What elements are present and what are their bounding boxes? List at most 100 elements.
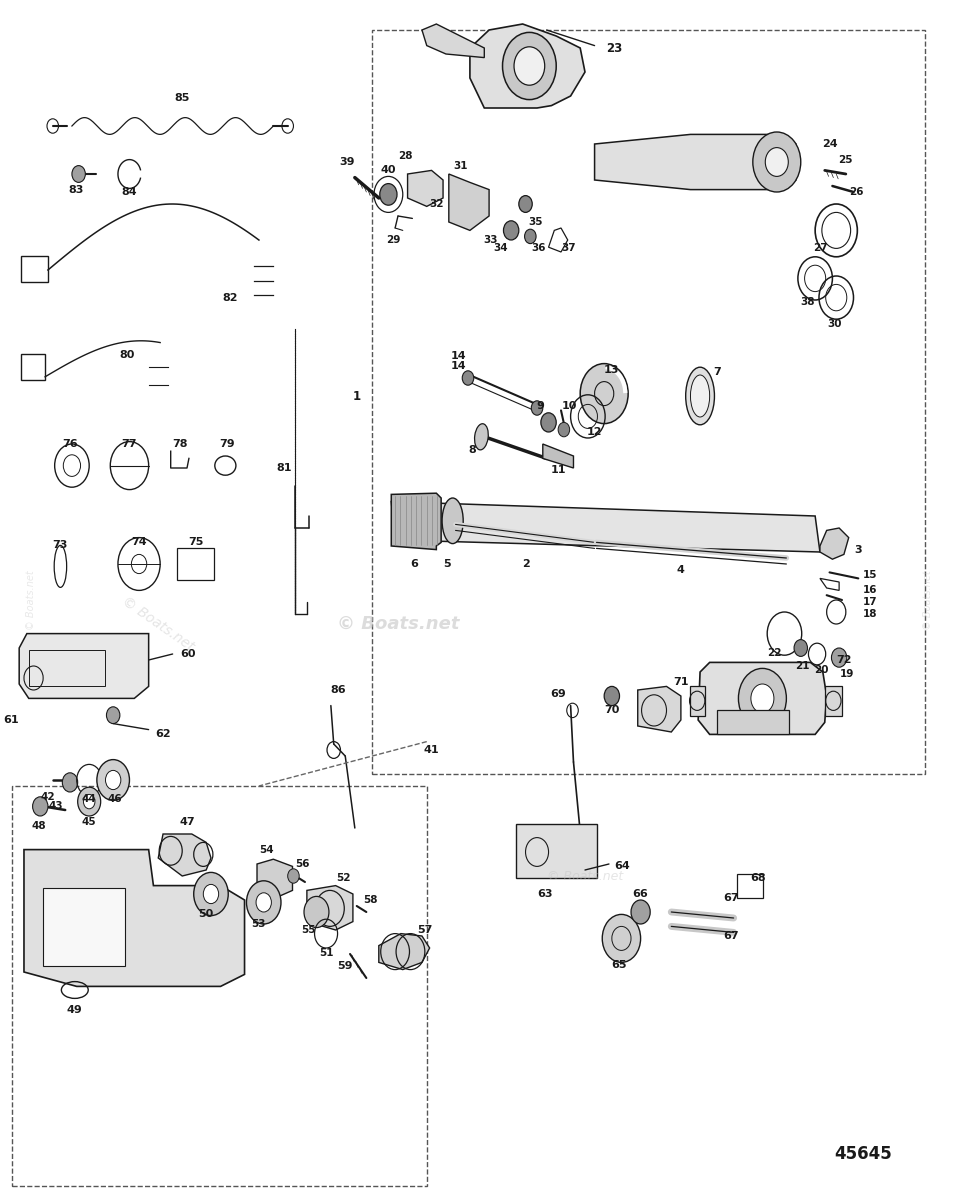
Circle shape: [514, 47, 545, 85]
Polygon shape: [543, 444, 573, 468]
Text: 17: 17: [863, 598, 877, 607]
Bar: [29, 650, 105, 686]
Polygon shape: [307, 886, 353, 930]
Text: 45645: 45645: [834, 1145, 892, 1164]
Text: 67: 67: [723, 931, 738, 941]
Polygon shape: [379, 934, 430, 970]
Text: 27: 27: [812, 244, 828, 253]
Text: 31: 31: [453, 161, 468, 170]
Circle shape: [738, 668, 786, 728]
Text: 23: 23: [606, 42, 621, 54]
Text: 7: 7: [713, 367, 721, 377]
Text: 80: 80: [119, 350, 134, 360]
Circle shape: [580, 364, 628, 424]
Text: 58: 58: [363, 895, 378, 905]
Text: 79: 79: [220, 439, 235, 449]
Circle shape: [78, 787, 101, 816]
Bar: [825, 686, 842, 716]
Text: 39: 39: [339, 157, 355, 167]
Text: 37: 37: [561, 244, 576, 253]
Text: 32: 32: [429, 199, 444, 209]
Text: © Boats.net: © Boats.net: [547, 870, 623, 882]
Circle shape: [602, 914, 641, 962]
Text: 61: 61: [4, 715, 19, 725]
Polygon shape: [19, 634, 149, 698]
Text: 24: 24: [822, 139, 837, 149]
Circle shape: [203, 884, 219, 904]
Bar: [372, 30, 925, 774]
Text: © Boats.net: © Boats.net: [337, 614, 459, 634]
Text: 11: 11: [550, 466, 566, 475]
Text: 44: 44: [82, 794, 97, 804]
Text: 19: 19: [840, 670, 854, 679]
Text: 6: 6: [410, 559, 418, 569]
Circle shape: [604, 686, 620, 706]
Text: 12: 12: [587, 427, 602, 437]
Text: 3: 3: [854, 545, 862, 554]
Circle shape: [33, 797, 48, 816]
Text: 18: 18: [863, 610, 877, 619]
Text: 66: 66: [633, 889, 648, 899]
Text: 21: 21: [795, 661, 810, 671]
Bar: [12, 786, 427, 1186]
Polygon shape: [408, 170, 443, 206]
Text: 75: 75: [188, 538, 203, 547]
Bar: [516, 824, 597, 878]
Circle shape: [558, 422, 570, 437]
Text: 68: 68: [750, 874, 765, 883]
Ellipse shape: [690, 374, 710, 416]
Circle shape: [72, 166, 85, 182]
Circle shape: [83, 794, 95, 809]
Bar: [21, 354, 45, 380]
Bar: [177, 548, 214, 580]
Polygon shape: [158, 834, 211, 876]
Text: 26: 26: [849, 187, 864, 197]
Circle shape: [62, 773, 78, 792]
Text: 33: 33: [483, 235, 499, 245]
Text: 14: 14: [451, 361, 466, 371]
Text: 47: 47: [179, 817, 195, 827]
Circle shape: [106, 707, 120, 724]
Text: 55: 55: [301, 925, 316, 935]
Circle shape: [304, 896, 329, 928]
Text: © Boats.net: © Boats.net: [26, 570, 35, 630]
Circle shape: [462, 371, 474, 385]
Text: 34: 34: [493, 244, 508, 253]
Text: 41: 41: [424, 745, 439, 755]
Text: 63: 63: [537, 889, 552, 899]
Circle shape: [541, 413, 556, 432]
Circle shape: [97, 760, 129, 800]
Text: 15: 15: [863, 570, 877, 580]
Text: 73: 73: [52, 540, 67, 550]
Text: 59: 59: [338, 961, 353, 971]
Text: 38: 38: [800, 298, 815, 307]
Text: 69: 69: [550, 689, 566, 698]
Polygon shape: [422, 24, 484, 58]
Polygon shape: [391, 493, 441, 550]
Text: 5: 5: [443, 559, 451, 569]
Text: 74: 74: [131, 538, 147, 547]
Text: © Boats.net: © Boats.net: [120, 594, 197, 654]
Circle shape: [246, 881, 281, 924]
Text: 9: 9: [536, 401, 544, 410]
Circle shape: [794, 640, 807, 656]
Text: 56: 56: [294, 859, 310, 869]
Text: 54: 54: [259, 845, 274, 854]
Text: 70: 70: [604, 706, 620, 715]
Circle shape: [751, 684, 774, 713]
Text: © Boats.net: © Boats.net: [924, 570, 933, 630]
Text: 78: 78: [173, 439, 188, 449]
Text: 67: 67: [723, 893, 738, 902]
Text: 45: 45: [82, 817, 97, 827]
Circle shape: [765, 148, 788, 176]
Circle shape: [753, 132, 801, 192]
Text: 10: 10: [562, 401, 577, 410]
Text: 60: 60: [180, 649, 196, 659]
Polygon shape: [638, 686, 681, 732]
Text: 35: 35: [527, 217, 543, 227]
Text: 62: 62: [155, 730, 171, 739]
Text: 30: 30: [827, 319, 842, 329]
Text: 28: 28: [398, 151, 413, 161]
Text: 64: 64: [614, 862, 629, 871]
Text: 2: 2: [522, 559, 529, 569]
